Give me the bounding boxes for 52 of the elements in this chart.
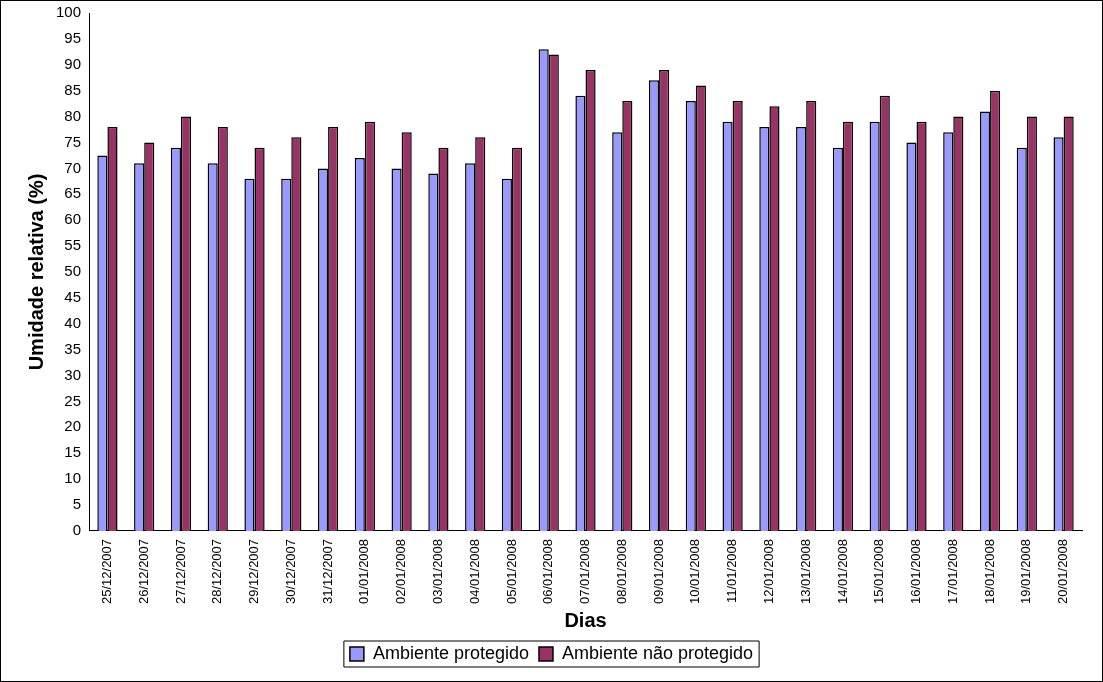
x-tick-label: 28/12/2007 bbox=[209, 538, 225, 605]
x-tick-label: 31/12/2007 bbox=[319, 538, 335, 605]
x-tick-label: 17/01/2008 bbox=[944, 538, 960, 605]
y-tick-label: 100 bbox=[56, 3, 82, 21]
y-axis-title: Umidade relativa (%) bbox=[24, 173, 47, 371]
x-tick-label: 16/01/2008 bbox=[908, 538, 924, 605]
y-tick-label: 20 bbox=[64, 417, 82, 435]
x-tick-label: 10/01/2008 bbox=[687, 538, 703, 605]
x-tick-label: 04/01/2008 bbox=[466, 538, 482, 605]
x-tick-label: 30/12/2007 bbox=[282, 538, 298, 605]
x-tick-label: 12/01/2008 bbox=[760, 538, 776, 605]
x-tick-label: 14/01/2008 bbox=[834, 538, 850, 605]
x-tick-label: 29/12/2007 bbox=[246, 538, 262, 605]
y-tick-label: 25 bbox=[64, 391, 82, 409]
y-tick-label: 85 bbox=[64, 80, 82, 98]
x-tick-label: 06/01/2008 bbox=[540, 538, 556, 605]
y-tick-label: 15 bbox=[64, 443, 82, 461]
y-tick-label: 95 bbox=[64, 29, 82, 47]
x-axis-title: Dias bbox=[564, 608, 607, 631]
y-tick-label: 45 bbox=[64, 288, 82, 306]
x-tick-label: 01/01/2008 bbox=[356, 538, 372, 605]
x-tick-label: 26/12/2007 bbox=[135, 538, 151, 605]
x-tick-label: 08/01/2008 bbox=[613, 538, 629, 605]
x-tick-label: 05/01/2008 bbox=[503, 538, 519, 605]
y-tick-label: 30 bbox=[64, 365, 82, 383]
x-tick-label: 11/01/2008 bbox=[724, 538, 740, 604]
x-tick-label: 03/01/2008 bbox=[429, 538, 445, 605]
y-tick-label: 40 bbox=[64, 313, 82, 331]
y-tick-label: 90 bbox=[64, 54, 82, 72]
x-tick-label: 02/01/2008 bbox=[393, 538, 409, 605]
y-tick-label: 55 bbox=[64, 236, 82, 254]
y-tick-label: 65 bbox=[64, 184, 82, 202]
x-tick-label: 25/12/2007 bbox=[98, 538, 114, 605]
x-tick-label: 19/01/2008 bbox=[1018, 538, 1034, 605]
x-tick-label: 07/01/2008 bbox=[577, 538, 593, 605]
x-tick-label: 09/01/2008 bbox=[650, 538, 666, 605]
x-tick-label: 27/12/2007 bbox=[172, 538, 188, 605]
legend-label: Ambiente protegido bbox=[372, 642, 529, 663]
x-tick-label: 18/01/2008 bbox=[981, 538, 997, 605]
x-tick-label: 20/01/2008 bbox=[1055, 538, 1071, 605]
y-tick-label: 0 bbox=[72, 521, 82, 539]
y-tick-label: 80 bbox=[64, 106, 82, 124]
y-tick-label: 50 bbox=[64, 262, 82, 280]
y-tick-label: 35 bbox=[64, 339, 82, 357]
x-tick-label: 15/01/2008 bbox=[871, 538, 887, 605]
y-tick-label: 70 bbox=[64, 158, 82, 176]
y-tick-label: 60 bbox=[64, 210, 82, 228]
legend-label: Ambiente não protegido bbox=[561, 642, 754, 663]
y-tick-label: 10 bbox=[64, 469, 82, 487]
y-tick-label: 75 bbox=[64, 132, 82, 150]
y-tick-label: 5 bbox=[72, 495, 82, 513]
x-tick-label: 13/01/2008 bbox=[797, 538, 813, 605]
